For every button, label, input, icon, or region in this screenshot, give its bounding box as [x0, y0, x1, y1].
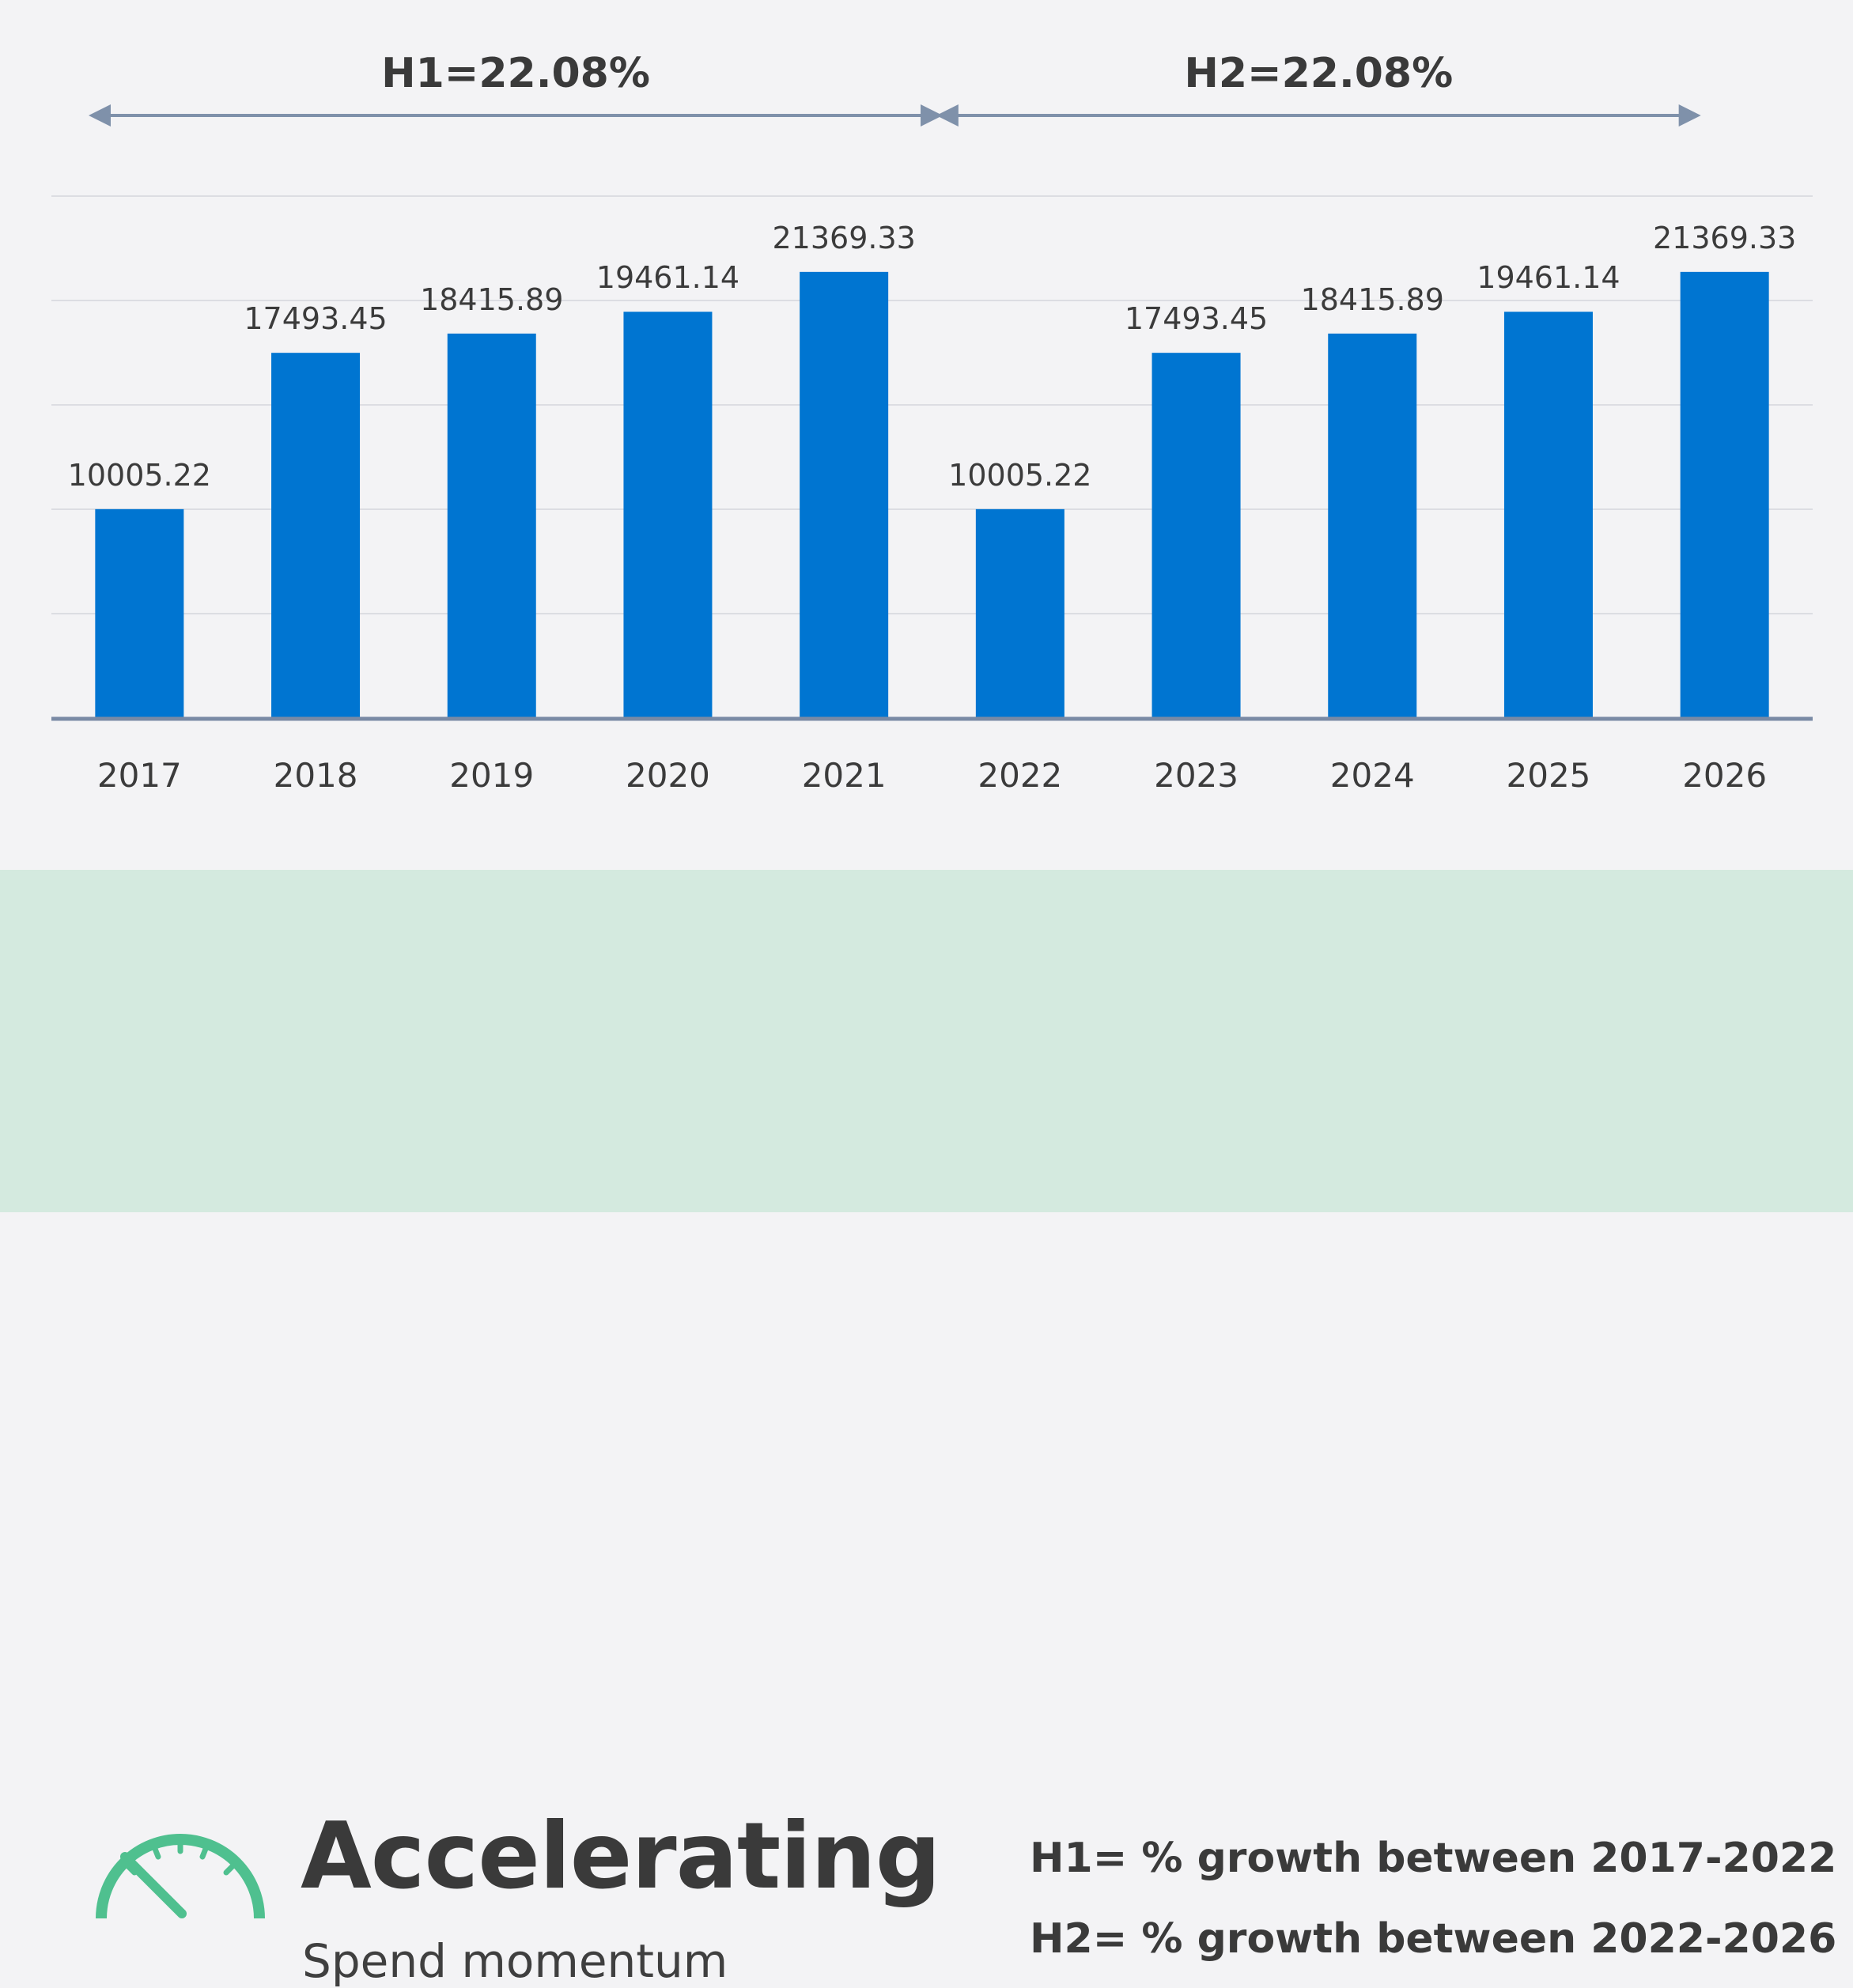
x-tick-2021: 2021 — [802, 756, 887, 795]
bar-2019 — [447, 333, 536, 718]
bar-chart: 10005.22 2017 17493.45 2018 18415.89 2019 1946… — [51, 50, 1813, 795]
bar-2017 — [95, 508, 184, 718]
x-tick-2019: 2019 — [449, 756, 534, 795]
period-label-2: H2=22.08% — [1184, 50, 1453, 97]
hero-title: Accelerating — [301, 1803, 941, 1910]
bar-2026 — [1680, 271, 1769, 718]
x-tick-2023: 2023 — [1154, 756, 1238, 795]
bar-2022 — [975, 508, 1065, 718]
arrow-head-right-icon — [921, 104, 943, 127]
bar-2024 — [1328, 333, 1417, 718]
x-tick-2022: 2022 — [978, 756, 1062, 795]
data-label-2021: 21369.33 — [772, 221, 915, 255]
arrow-head-right-icon — [1678, 104, 1701, 127]
chart-area: 10005.22 2017 17493.45 2018 18415.89 2019 1946… — [0, 0, 1853, 870]
data-label-2023: 17493.45 — [1125, 301, 1268, 336]
data-label-2024: 18415.89 — [1301, 282, 1444, 317]
data-label-2020: 19461.14 — [596, 260, 739, 295]
x-tick-2025: 2025 — [1507, 756, 1591, 795]
data-label-2025: 19461.14 — [1477, 260, 1620, 295]
x-tick-2020: 2020 — [626, 756, 710, 795]
bar-2018 — [271, 353, 361, 718]
speedometer-icon — [96, 1834, 265, 1919]
bar-2025 — [1503, 312, 1593, 718]
data-label-2017: 10005.22 — [68, 458, 211, 493]
bar-2023 — [1152, 353, 1241, 718]
data-label-2026: 21369.33 — [1653, 221, 1796, 255]
period-label-1: H1=22.08% — [381, 50, 650, 97]
summary-footer: Accelerating Spend momentum H1= % growth… — [0, 870, 1853, 1988]
data-label-2018: 17493.45 — [244, 301, 387, 336]
x-tick-2026: 2026 — [1682, 756, 1767, 795]
x-tick-2024: 2024 — [1330, 756, 1415, 795]
x-tick-2018: 2018 — [274, 756, 358, 795]
bar-2021 — [800, 271, 889, 718]
data-label-2022: 10005.22 — [948, 458, 1091, 493]
hero-subtitle: Spend momentum — [302, 1934, 728, 1988]
definition-h2: H2= % growth between 2022-2026 — [1030, 1915, 1837, 1963]
x-tick-2017: 2017 — [97, 756, 182, 795]
arrow-head-left-icon — [936, 104, 959, 127]
definition-h1: H1= % growth between 2017-2022 — [1030, 1835, 1837, 1882]
data-label-2019: 18415.89 — [420, 282, 563, 317]
bar-2020 — [623, 312, 713, 718]
arrow-head-left-icon — [89, 104, 111, 127]
